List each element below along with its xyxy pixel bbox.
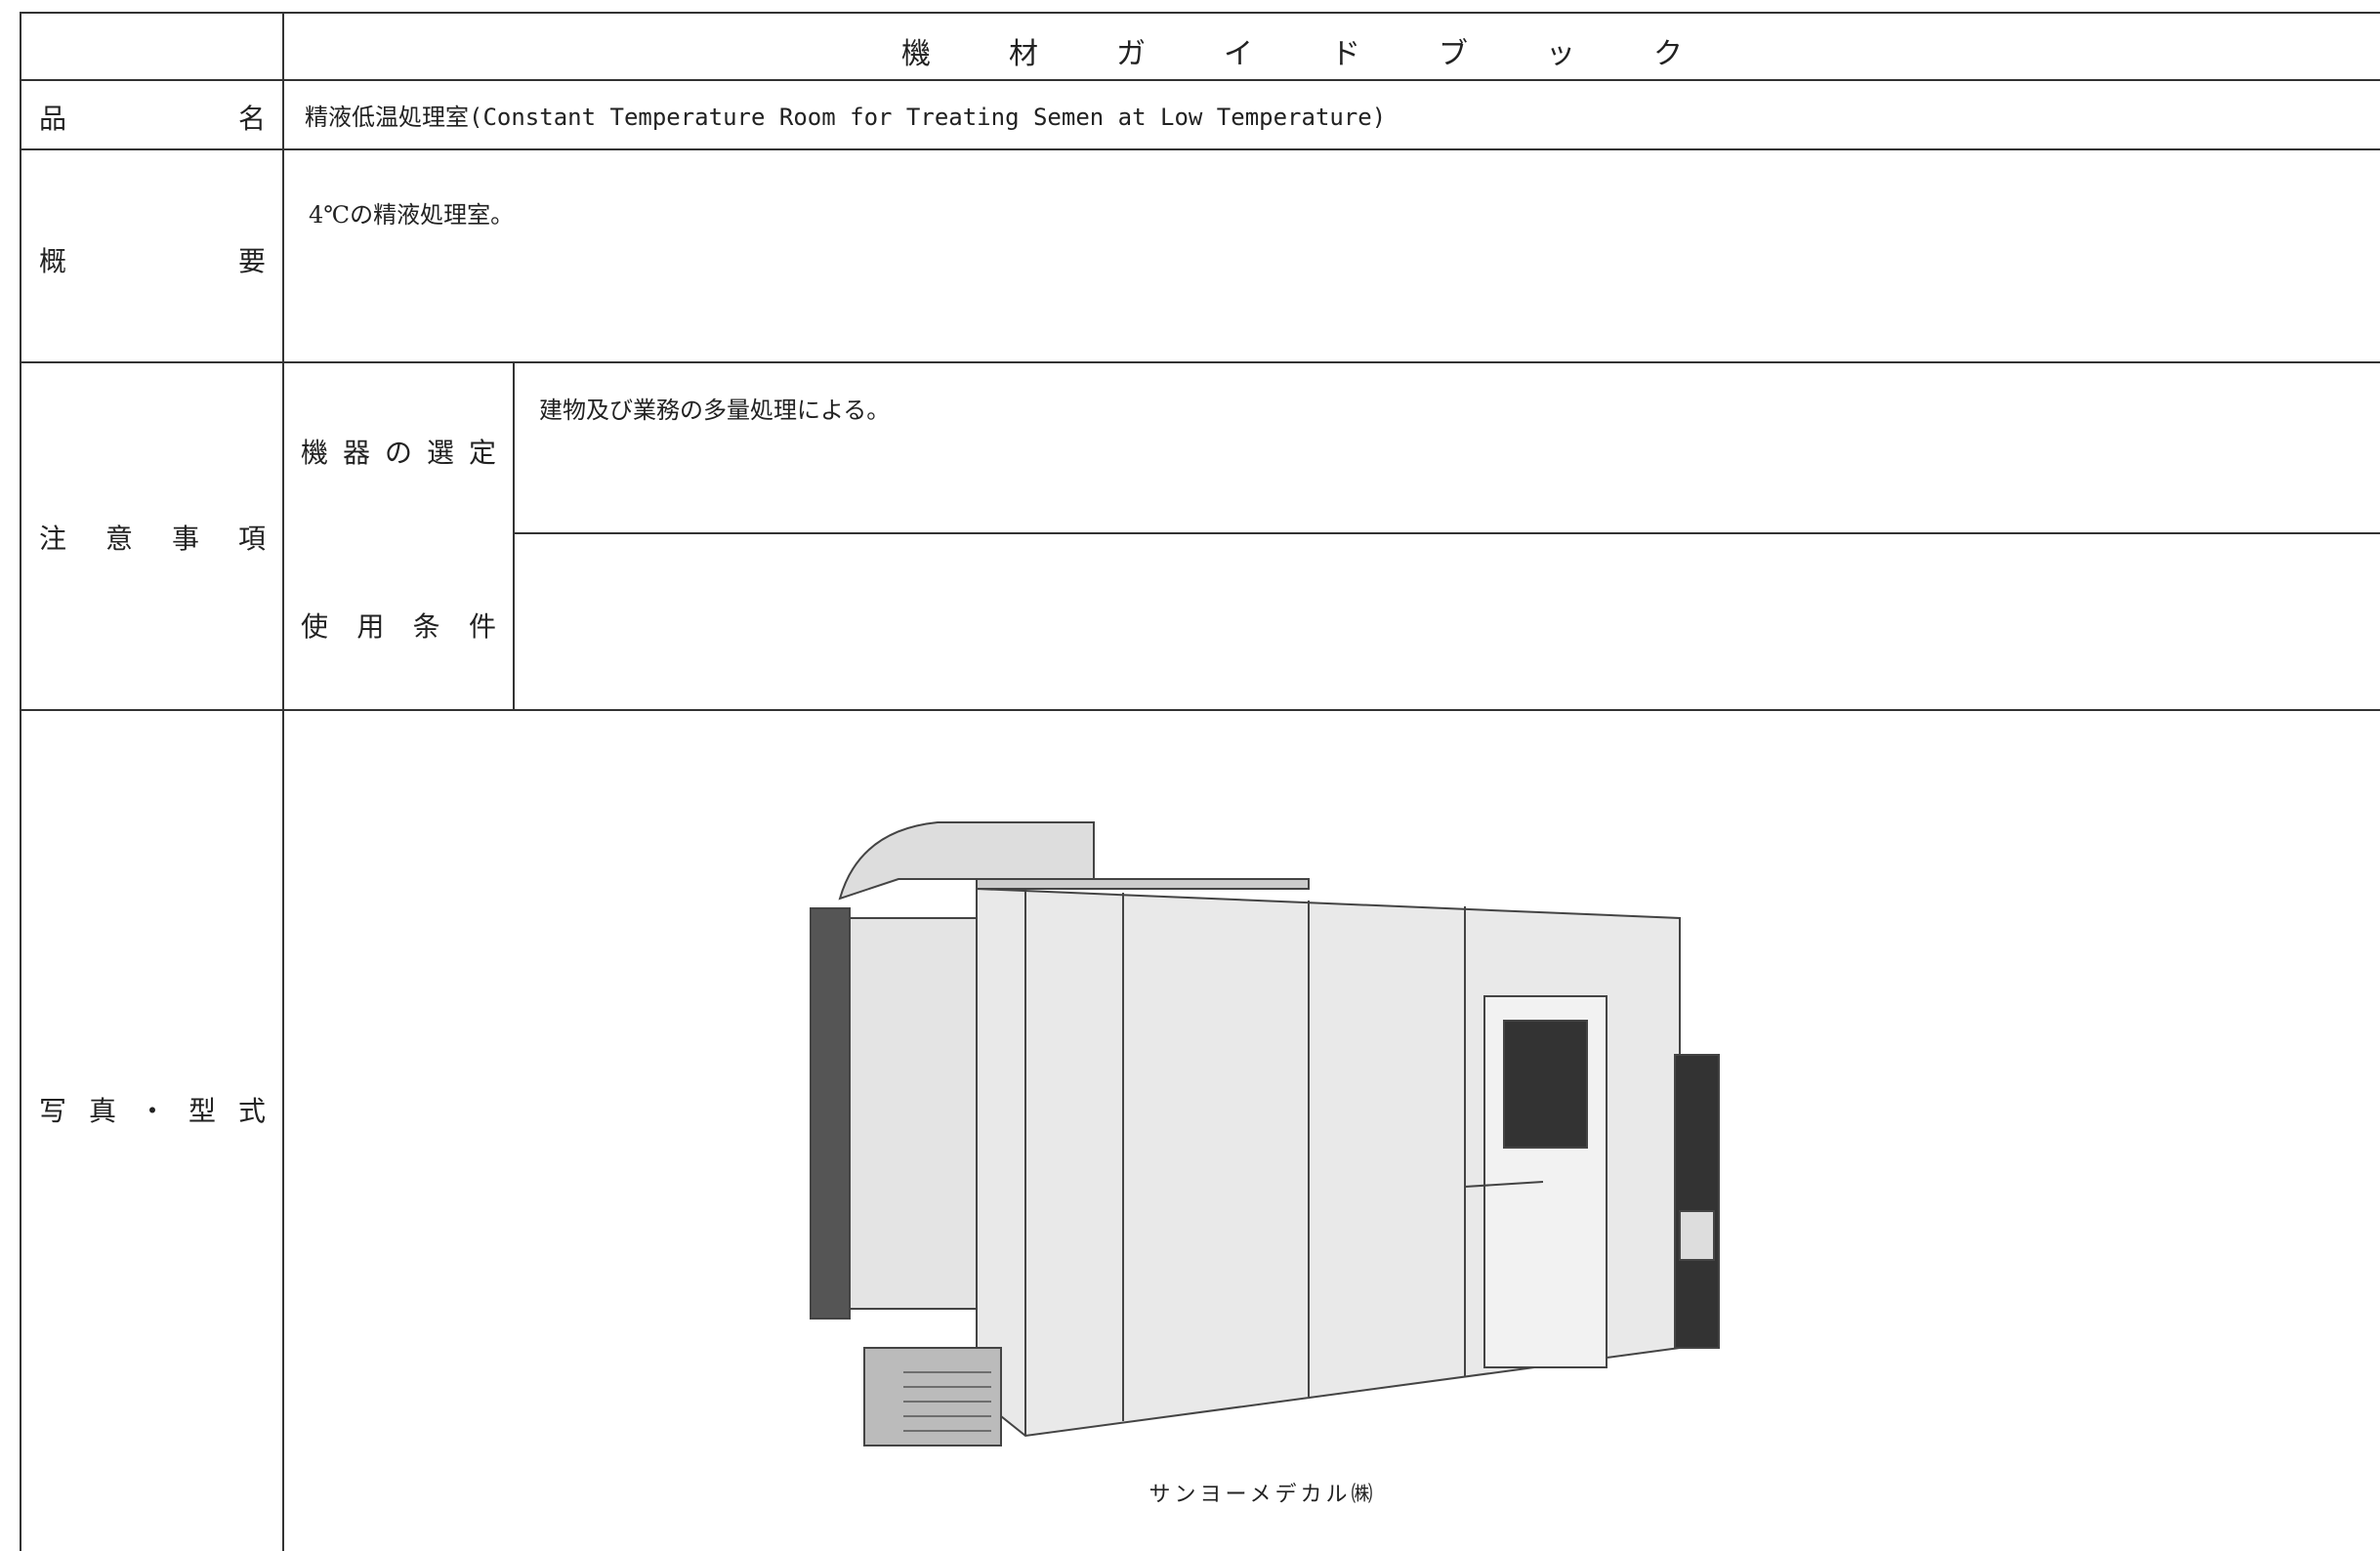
photo-caption: サンヨーメデカル㈱ — [1148, 1483, 1377, 1507]
rule — [20, 12, 2380, 14]
product-name: 精液低温処理室(Constant Temperature Room for Tr… — [305, 104, 1387, 131]
row-label: 注意事項 — [39, 523, 266, 555]
row-label: 概要 — [39, 245, 266, 277]
rule — [20, 709, 2380, 711]
rule — [20, 12, 21, 1551]
selection-text: 建物及び業務の多量処理による。 — [539, 397, 891, 424]
summary-text: 4℃の精液処理室。 — [309, 201, 515, 229]
rule — [513, 532, 2380, 534]
rule — [20, 148, 2380, 150]
sub-label: 機器の選定 — [301, 437, 496, 469]
rule — [20, 79, 2380, 81]
row-label: 品名 — [39, 103, 266, 135]
rule — [20, 361, 2380, 363]
sub-label: 使用条件 — [301, 610, 496, 643]
rule — [513, 361, 515, 709]
product-photo — [810, 821, 1720, 1446]
rule — [282, 12, 284, 1551]
row-label: 写真・型式 — [39, 1095, 266, 1127]
header-title: 機材ガイドブック — [901, 37, 1761, 71]
